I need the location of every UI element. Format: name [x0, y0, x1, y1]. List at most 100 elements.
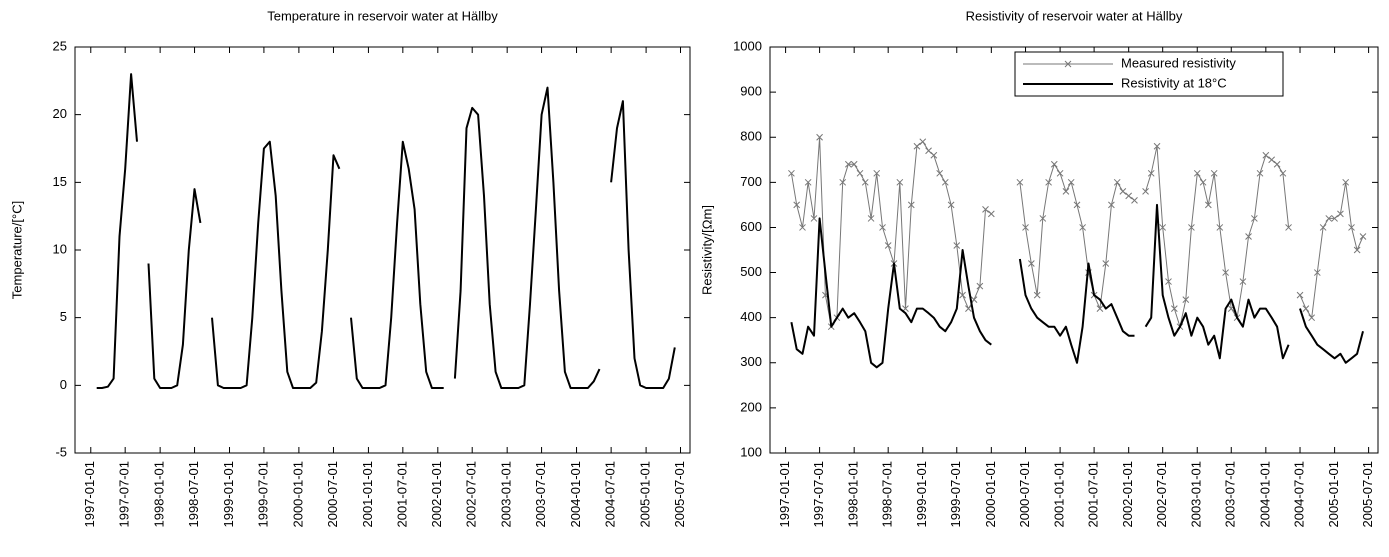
data-marker: [1125, 192, 1133, 200]
x-tick-label: 2000-07-01: [1017, 461, 1032, 528]
data-marker: [788, 169, 795, 177]
data-marker: [850, 160, 858, 168]
data-marker: [936, 169, 944, 177]
x-tick-label: 2004-07-01: [1291, 461, 1306, 528]
data-marker: [839, 178, 847, 186]
x-tick-label: 2004-07-01: [603, 461, 618, 528]
data-marker: [965, 305, 972, 312]
y-tick-label: 25: [53, 38, 67, 53]
data-marker: [816, 133, 823, 141]
data-marker: [896, 178, 904, 186]
data-marker: [1353, 246, 1361, 254]
data-marker: [1119, 188, 1127, 195]
data-marker: [925, 147, 932, 155]
data-marker: [1102, 260, 1110, 267]
data-marker: [1256, 169, 1264, 177]
x-tick-label: 1998-01-01: [846, 461, 861, 528]
data-marker: [1251, 215, 1258, 222]
data-marker: [810, 215, 818, 222]
data-marker: [861, 178, 869, 186]
x-tick-label: 2005-07-01: [1360, 461, 1375, 528]
legend-label: Measured resistivity: [1121, 55, 1236, 70]
x-tick-label: 2001-01-01: [1052, 461, 1067, 528]
data-marker: [1342, 178, 1350, 186]
x-tick-label: 1999-01-01: [914, 461, 929, 528]
data-marker: [913, 142, 921, 150]
x-tick-label: 2001-07-01: [394, 461, 409, 528]
data-marker: [799, 224, 806, 231]
y-tick-label: 900: [740, 84, 762, 99]
legend-box: [1014, 51, 1284, 97]
data-marker: [1131, 197, 1138, 204]
y-tick-label: 100: [740, 444, 762, 459]
data-marker: [1308, 314, 1316, 322]
x-tick-label: 2004-01-01: [1257, 461, 1272, 528]
data-marker: [1182, 296, 1190, 303]
data-marker: [804, 178, 812, 186]
chart-title: Resistivity of reservoir water at Hällby: [966, 8, 1183, 23]
x-tick-label: 1999-07-01: [948, 461, 963, 528]
data-marker: [941, 178, 949, 186]
data-marker: [1062, 188, 1070, 195]
data-marker: [1153, 142, 1161, 150]
x-tick-label: 2000-01-01: [983, 461, 998, 528]
x-tick-label: 1997-07-01: [811, 461, 826, 528]
data-marker: [884, 242, 892, 249]
x-tick-label: 1998-01-01: [152, 461, 167, 528]
x-tick-label: 2002-07-01: [1154, 461, 1169, 528]
x-tick-label: 2004-01-01: [568, 461, 583, 528]
data-marker: [879, 224, 886, 231]
data-marker: [1170, 305, 1178, 312]
data-marker: [1279, 169, 1287, 177]
data-marker: [1325, 215, 1333, 222]
data-marker: [1331, 215, 1338, 222]
chart-title: Temperature in reservoir water at Hällby: [267, 8, 498, 23]
data-marker: [1245, 233, 1252, 240]
data-marker: [1108, 201, 1115, 209]
x-tick-label: 2000-01-01: [290, 461, 305, 528]
data-marker: [1079, 224, 1086, 231]
data-marker: [1204, 201, 1212, 209]
data-marker: [1222, 269, 1229, 276]
data-marker: [1337, 210, 1344, 218]
x-tick-label: 2003-01-01: [499, 461, 514, 528]
y-tick-label: 15: [53, 174, 67, 189]
data-marker: [982, 206, 989, 213]
x-tick-label: 2000-07-01: [325, 461, 340, 528]
x-tick-label: 2001-07-01: [1086, 461, 1101, 528]
data-marker: [1319, 224, 1327, 231]
data-marker: [1199, 178, 1207, 186]
x-tick-label: 2002-01-01: [429, 461, 444, 528]
data-marker: [907, 201, 915, 209]
data-marker: [1302, 305, 1310, 312]
data-marker: [1210, 169, 1218, 177]
data-marker: [1142, 188, 1149, 195]
y-tick-label: 300: [740, 354, 762, 369]
data-marker: [1348, 224, 1355, 231]
data-marker: [1216, 224, 1224, 231]
x-tick-label: 2003-07-01: [533, 461, 548, 528]
data-marker: [930, 151, 938, 159]
data-marker: [1056, 169, 1064, 177]
series-line: [790, 136, 1364, 328]
y-tick-label: 800: [740, 129, 762, 144]
plot-frame: [74, 46, 691, 454]
x-tick-label: 2001-01-01: [360, 461, 375, 528]
data-marker: [1313, 269, 1321, 276]
y-tick-label: 20: [53, 106, 67, 121]
series-line: [96, 73, 676, 389]
data-marker: [1113, 178, 1121, 186]
y-tick-label: 1000: [733, 38, 762, 53]
x-tick-label: 1999-07-01: [255, 461, 270, 528]
data-marker: [959, 291, 966, 299]
x-tick-label: 1997-01-01: [777, 461, 792, 528]
data-marker: [1045, 178, 1052, 186]
x-tick-label: 1998-07-01: [880, 461, 895, 528]
data-marker: [1159, 224, 1167, 231]
y-axis-label: Resistivity/[Ωm]: [699, 205, 714, 295]
x-tick-label: 2002-01-01: [1120, 461, 1135, 528]
x-tick-label: 1997-07-01: [117, 461, 132, 528]
data-marker: [873, 169, 881, 177]
